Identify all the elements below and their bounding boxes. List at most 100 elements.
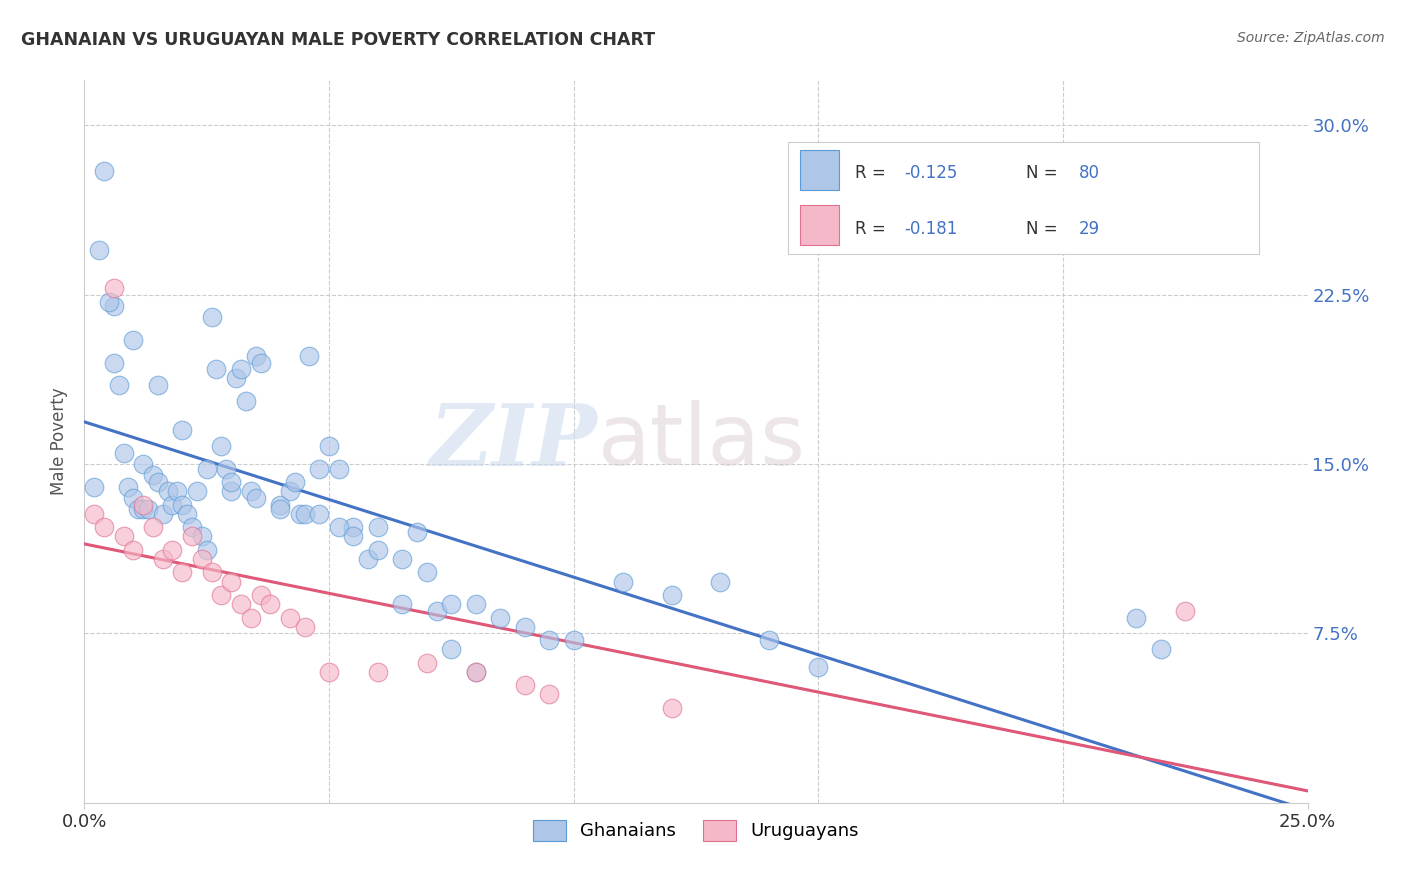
Point <box>269 502 291 516</box>
Point <box>229 362 252 376</box>
Text: atlas: atlas <box>598 400 806 483</box>
Point <box>391 552 413 566</box>
Point <box>87 243 110 257</box>
Point <box>103 281 125 295</box>
Point <box>758 633 780 648</box>
Point <box>107 378 129 392</box>
Bar <box>800 150 839 190</box>
Point <box>661 588 683 602</box>
Point <box>93 520 115 534</box>
Point <box>181 529 204 543</box>
Point <box>97 294 120 309</box>
Point <box>1150 642 1173 657</box>
Text: ZIP: ZIP <box>430 400 598 483</box>
Point <box>709 574 731 589</box>
Point <box>200 566 222 580</box>
Point <box>162 498 184 512</box>
Point <box>318 665 340 679</box>
Point <box>239 610 262 624</box>
Point <box>807 660 830 674</box>
Point <box>464 665 486 679</box>
Point <box>191 529 214 543</box>
Point <box>489 610 512 624</box>
Point <box>328 461 350 475</box>
Point <box>367 520 389 534</box>
Point <box>172 423 194 437</box>
Text: 29: 29 <box>1078 220 1099 238</box>
Point <box>308 461 330 475</box>
Point <box>146 475 169 490</box>
Point <box>186 484 208 499</box>
Text: R =: R = <box>855 220 891 238</box>
Point <box>661 701 683 715</box>
Point <box>440 642 463 657</box>
Bar <box>800 205 839 244</box>
Point <box>245 491 267 505</box>
Point <box>132 498 155 512</box>
Point <box>367 665 389 679</box>
Y-axis label: Male Poverty: Male Poverty <box>51 388 69 495</box>
Text: -0.181: -0.181 <box>904 220 957 238</box>
Point <box>416 656 439 670</box>
Point <box>464 665 486 679</box>
Point <box>122 333 145 347</box>
Point <box>294 507 316 521</box>
Point <box>132 457 155 471</box>
Point <box>200 310 222 325</box>
Point <box>215 461 238 475</box>
Point <box>513 620 536 634</box>
Point <box>83 480 105 494</box>
Point <box>205 362 228 376</box>
Point <box>298 349 321 363</box>
Point <box>225 371 247 385</box>
Text: R =: R = <box>855 164 891 182</box>
Point <box>152 507 174 521</box>
Point <box>278 484 301 499</box>
Point <box>391 597 413 611</box>
Point <box>219 574 242 589</box>
Point <box>112 446 135 460</box>
Point <box>219 475 242 490</box>
Point <box>172 566 194 580</box>
Point <box>93 163 115 178</box>
Point <box>406 524 429 539</box>
Point <box>209 439 232 453</box>
Text: N =: N = <box>1026 164 1063 182</box>
Point <box>181 520 204 534</box>
Point <box>245 349 267 363</box>
Point <box>416 566 439 580</box>
Point <box>288 507 311 521</box>
Point <box>612 574 634 589</box>
Point <box>103 299 125 313</box>
Point <box>308 507 330 521</box>
Point <box>278 610 301 624</box>
Point <box>162 542 184 557</box>
Point <box>513 678 536 692</box>
Text: 80: 80 <box>1078 164 1099 182</box>
Point <box>152 552 174 566</box>
Text: GHANAIAN VS URUGUAYAN MALE POVERTY CORRELATION CHART: GHANAIAN VS URUGUAYAN MALE POVERTY CORRE… <box>21 31 655 49</box>
Point <box>259 597 281 611</box>
Point <box>357 552 380 566</box>
Point <box>318 439 340 453</box>
Point <box>342 529 364 543</box>
Point <box>195 542 218 557</box>
Point <box>1125 610 1147 624</box>
Point <box>328 520 350 534</box>
Legend: Ghanaians, Uruguayans: Ghanaians, Uruguayans <box>526 813 866 848</box>
Point <box>146 378 169 392</box>
Point <box>219 484 242 499</box>
Point <box>166 484 188 499</box>
Point <box>195 461 218 475</box>
Point <box>284 475 307 490</box>
Point <box>1174 604 1197 618</box>
Point <box>112 529 135 543</box>
FancyBboxPatch shape <box>787 142 1258 253</box>
Point <box>235 393 257 408</box>
Point <box>83 507 105 521</box>
Point <box>132 502 155 516</box>
Point <box>464 597 486 611</box>
Point <box>142 468 165 483</box>
Point <box>156 484 179 499</box>
Point <box>127 502 149 516</box>
